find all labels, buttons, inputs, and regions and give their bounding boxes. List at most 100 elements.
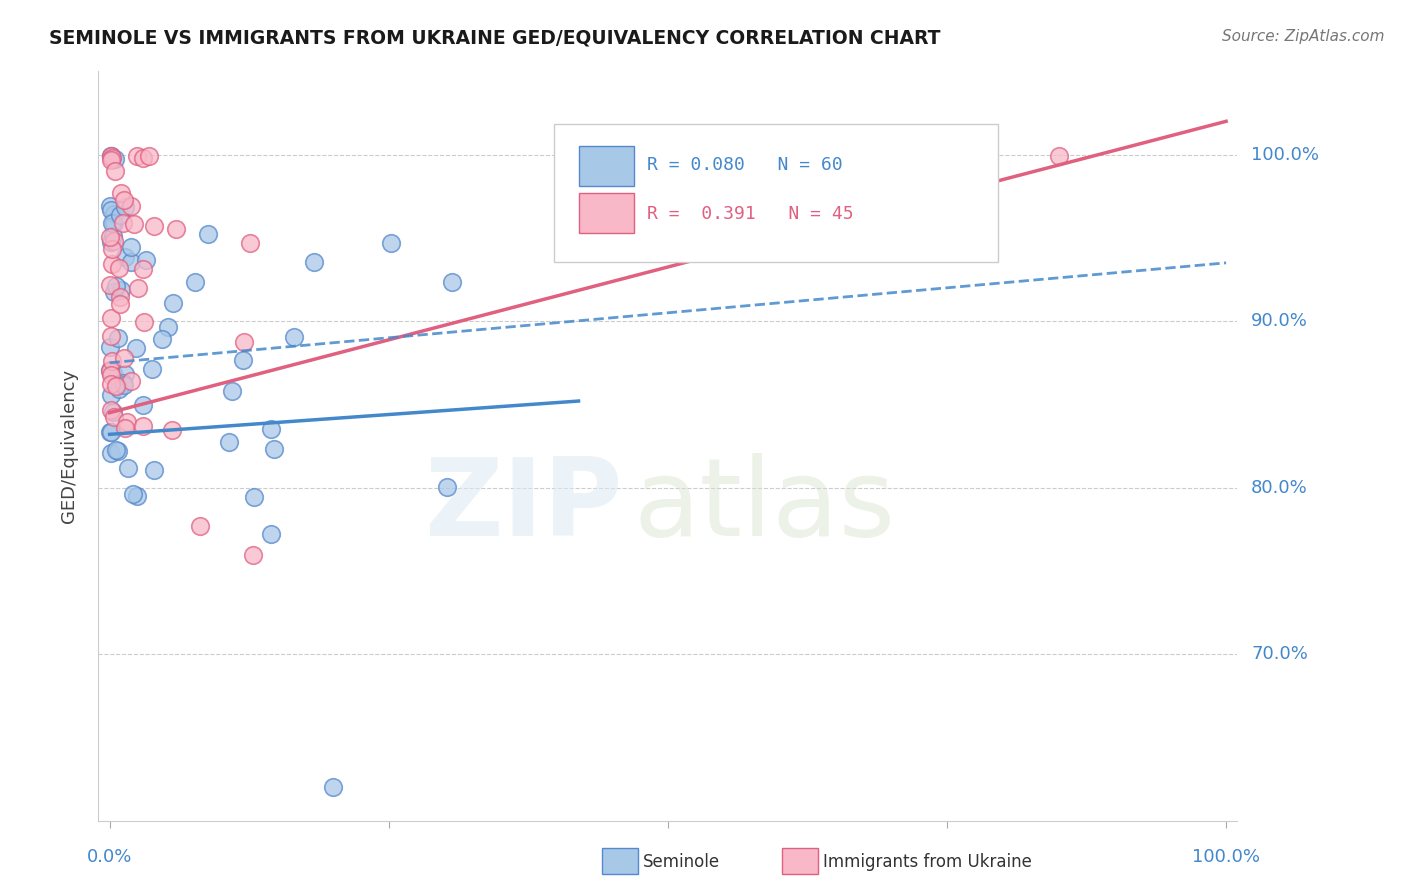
FancyBboxPatch shape xyxy=(554,124,998,262)
Point xyxy=(134,315,156,329)
Point xyxy=(108,208,131,222)
Point xyxy=(120,374,142,388)
Point xyxy=(104,379,127,393)
Point xyxy=(115,415,138,429)
Point xyxy=(184,275,207,289)
Point xyxy=(122,487,145,501)
Point xyxy=(218,435,240,450)
Point xyxy=(120,255,142,269)
Point xyxy=(104,152,127,166)
Point xyxy=(98,230,121,244)
Point xyxy=(101,405,124,419)
Point xyxy=(98,425,121,439)
Point xyxy=(242,549,264,563)
Point xyxy=(162,423,184,437)
Point xyxy=(263,442,285,456)
Point xyxy=(127,489,149,503)
Point xyxy=(132,151,155,165)
Point xyxy=(112,216,135,230)
Point xyxy=(100,425,122,439)
Point xyxy=(120,199,142,213)
Point xyxy=(120,240,142,254)
Point xyxy=(101,366,124,380)
Point xyxy=(138,149,160,163)
Point xyxy=(260,527,283,541)
Point xyxy=(111,376,134,390)
Point xyxy=(117,460,139,475)
Point xyxy=(114,200,136,214)
Text: 90.0%: 90.0% xyxy=(1251,312,1308,330)
Point xyxy=(260,422,283,436)
Point xyxy=(98,364,121,378)
Point xyxy=(134,253,156,268)
Point xyxy=(101,353,124,368)
Point xyxy=(104,164,127,178)
Point xyxy=(441,275,464,289)
Point xyxy=(131,419,153,434)
Point xyxy=(190,518,212,533)
Point xyxy=(107,382,129,396)
Point xyxy=(114,368,136,382)
Point xyxy=(304,255,326,269)
Point xyxy=(101,242,124,256)
Point xyxy=(98,277,121,292)
Point xyxy=(380,236,402,251)
Point xyxy=(233,334,256,349)
Point xyxy=(221,384,243,398)
Point xyxy=(152,332,174,346)
Point xyxy=(100,310,122,325)
Point xyxy=(101,151,124,165)
Text: 100.0%: 100.0% xyxy=(1192,848,1260,866)
Point xyxy=(143,463,166,477)
FancyBboxPatch shape xyxy=(579,145,634,186)
Point xyxy=(127,281,149,295)
Point xyxy=(125,341,148,355)
Point xyxy=(100,445,122,459)
Point xyxy=(100,202,122,217)
Point xyxy=(157,319,180,334)
Point xyxy=(232,353,254,368)
Point xyxy=(197,227,219,241)
Point xyxy=(132,398,155,412)
Point xyxy=(103,216,125,230)
Point xyxy=(100,149,122,163)
Text: 80.0%: 80.0% xyxy=(1251,479,1308,497)
Point xyxy=(283,330,305,344)
Y-axis label: GED/Equivalency: GED/Equivalency xyxy=(59,369,77,523)
FancyBboxPatch shape xyxy=(579,193,634,233)
Point xyxy=(107,331,129,345)
Point xyxy=(243,490,266,504)
Point xyxy=(101,257,124,271)
Point xyxy=(108,297,131,311)
Point xyxy=(100,403,122,417)
Text: SEMINOLE VS IMMIGRANTS FROM UKRAINE GED/EQUIVALENCY CORRELATION CHART: SEMINOLE VS IMMIGRANTS FROM UKRAINE GED/… xyxy=(49,29,941,47)
Text: Source: ZipAtlas.com: Source: ZipAtlas.com xyxy=(1222,29,1385,44)
Point xyxy=(100,340,122,354)
Text: 0.0%: 0.0% xyxy=(87,848,132,866)
Text: ZIP: ZIP xyxy=(423,453,623,559)
Point xyxy=(122,218,145,232)
Text: atlas: atlas xyxy=(634,453,896,559)
Point xyxy=(142,219,165,233)
Point xyxy=(104,279,127,293)
Point xyxy=(103,285,125,299)
Point xyxy=(101,151,124,165)
Point xyxy=(103,234,125,248)
Point xyxy=(98,363,121,377)
Point xyxy=(100,377,122,392)
Point xyxy=(114,421,136,435)
Text: R = 0.080   N = 60: R = 0.080 N = 60 xyxy=(647,156,844,174)
Point xyxy=(110,186,132,200)
Point xyxy=(1047,149,1070,163)
Point xyxy=(112,351,135,365)
Point xyxy=(162,296,184,310)
Point xyxy=(103,207,125,221)
Point xyxy=(141,362,163,376)
Point xyxy=(107,444,129,458)
Point xyxy=(105,442,128,457)
Point xyxy=(110,284,132,298)
Point xyxy=(127,149,149,163)
Point xyxy=(100,368,122,382)
Point xyxy=(112,377,135,392)
Point xyxy=(101,216,124,230)
